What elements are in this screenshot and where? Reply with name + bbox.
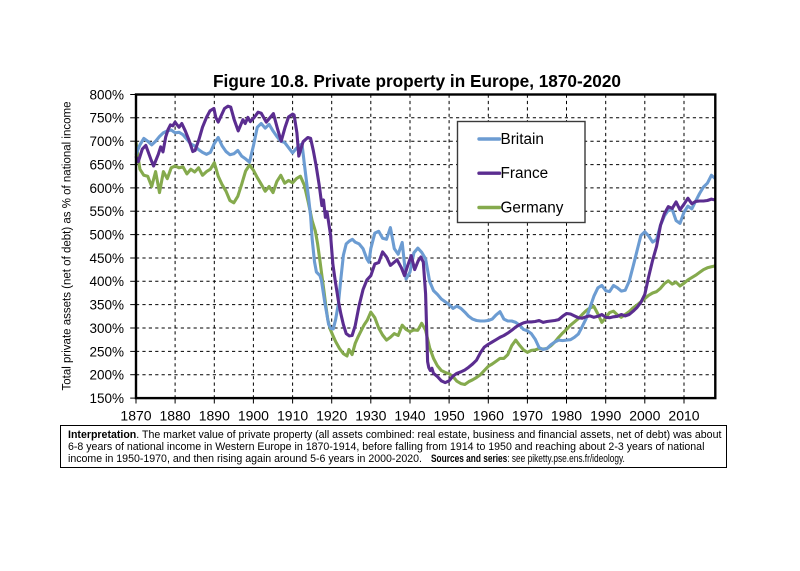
svg-text:Total private assets (net of d: Total private assets (net of debt) as % …	[62, 102, 74, 391]
svg-text:1920: 1920	[316, 408, 347, 424]
svg-text:200%: 200%	[89, 368, 124, 383]
svg-text:1990: 1990	[590, 408, 621, 424]
svg-text:Britain: Britain	[501, 131, 544, 148]
svg-text:1950: 1950	[434, 408, 465, 424]
svg-text:800%: 800%	[89, 87, 124, 102]
svg-text:1870: 1870	[120, 408, 151, 424]
svg-text:700%: 700%	[89, 134, 124, 149]
svg-text:Germany: Germany	[501, 199, 564, 216]
svg-text:500%: 500%	[89, 228, 124, 243]
svg-text:250%: 250%	[89, 344, 124, 359]
svg-text:2000: 2000	[629, 408, 660, 424]
svg-text:400%: 400%	[89, 274, 124, 289]
svg-text:350%: 350%	[89, 298, 124, 313]
svg-text:1900: 1900	[238, 408, 269, 424]
svg-text:Figure 10.8. Private property: Figure 10.8. Private property in Europe,…	[213, 71, 621, 91]
svg-text:1960: 1960	[473, 408, 504, 424]
svg-text:1910: 1910	[277, 408, 308, 424]
svg-text:1930: 1930	[355, 408, 386, 424]
svg-text:650%: 650%	[89, 158, 124, 173]
svg-text:1890: 1890	[199, 408, 230, 424]
svg-text:1970: 1970	[512, 408, 543, 424]
svg-text:300%: 300%	[89, 321, 124, 336]
svg-text:2010: 2010	[668, 408, 699, 424]
svg-text:1980: 1980	[551, 408, 582, 424]
svg-text:550%: 550%	[89, 204, 124, 219]
svg-text:1880: 1880	[160, 408, 191, 424]
svg-text:France: France	[501, 165, 549, 182]
svg-text:1940: 1940	[394, 408, 425, 424]
svg-text:150%: 150%	[89, 391, 124, 406]
svg-text:450%: 450%	[89, 251, 124, 266]
svg-text:750%: 750%	[89, 111, 124, 126]
svg-text:600%: 600%	[89, 181, 124, 196]
